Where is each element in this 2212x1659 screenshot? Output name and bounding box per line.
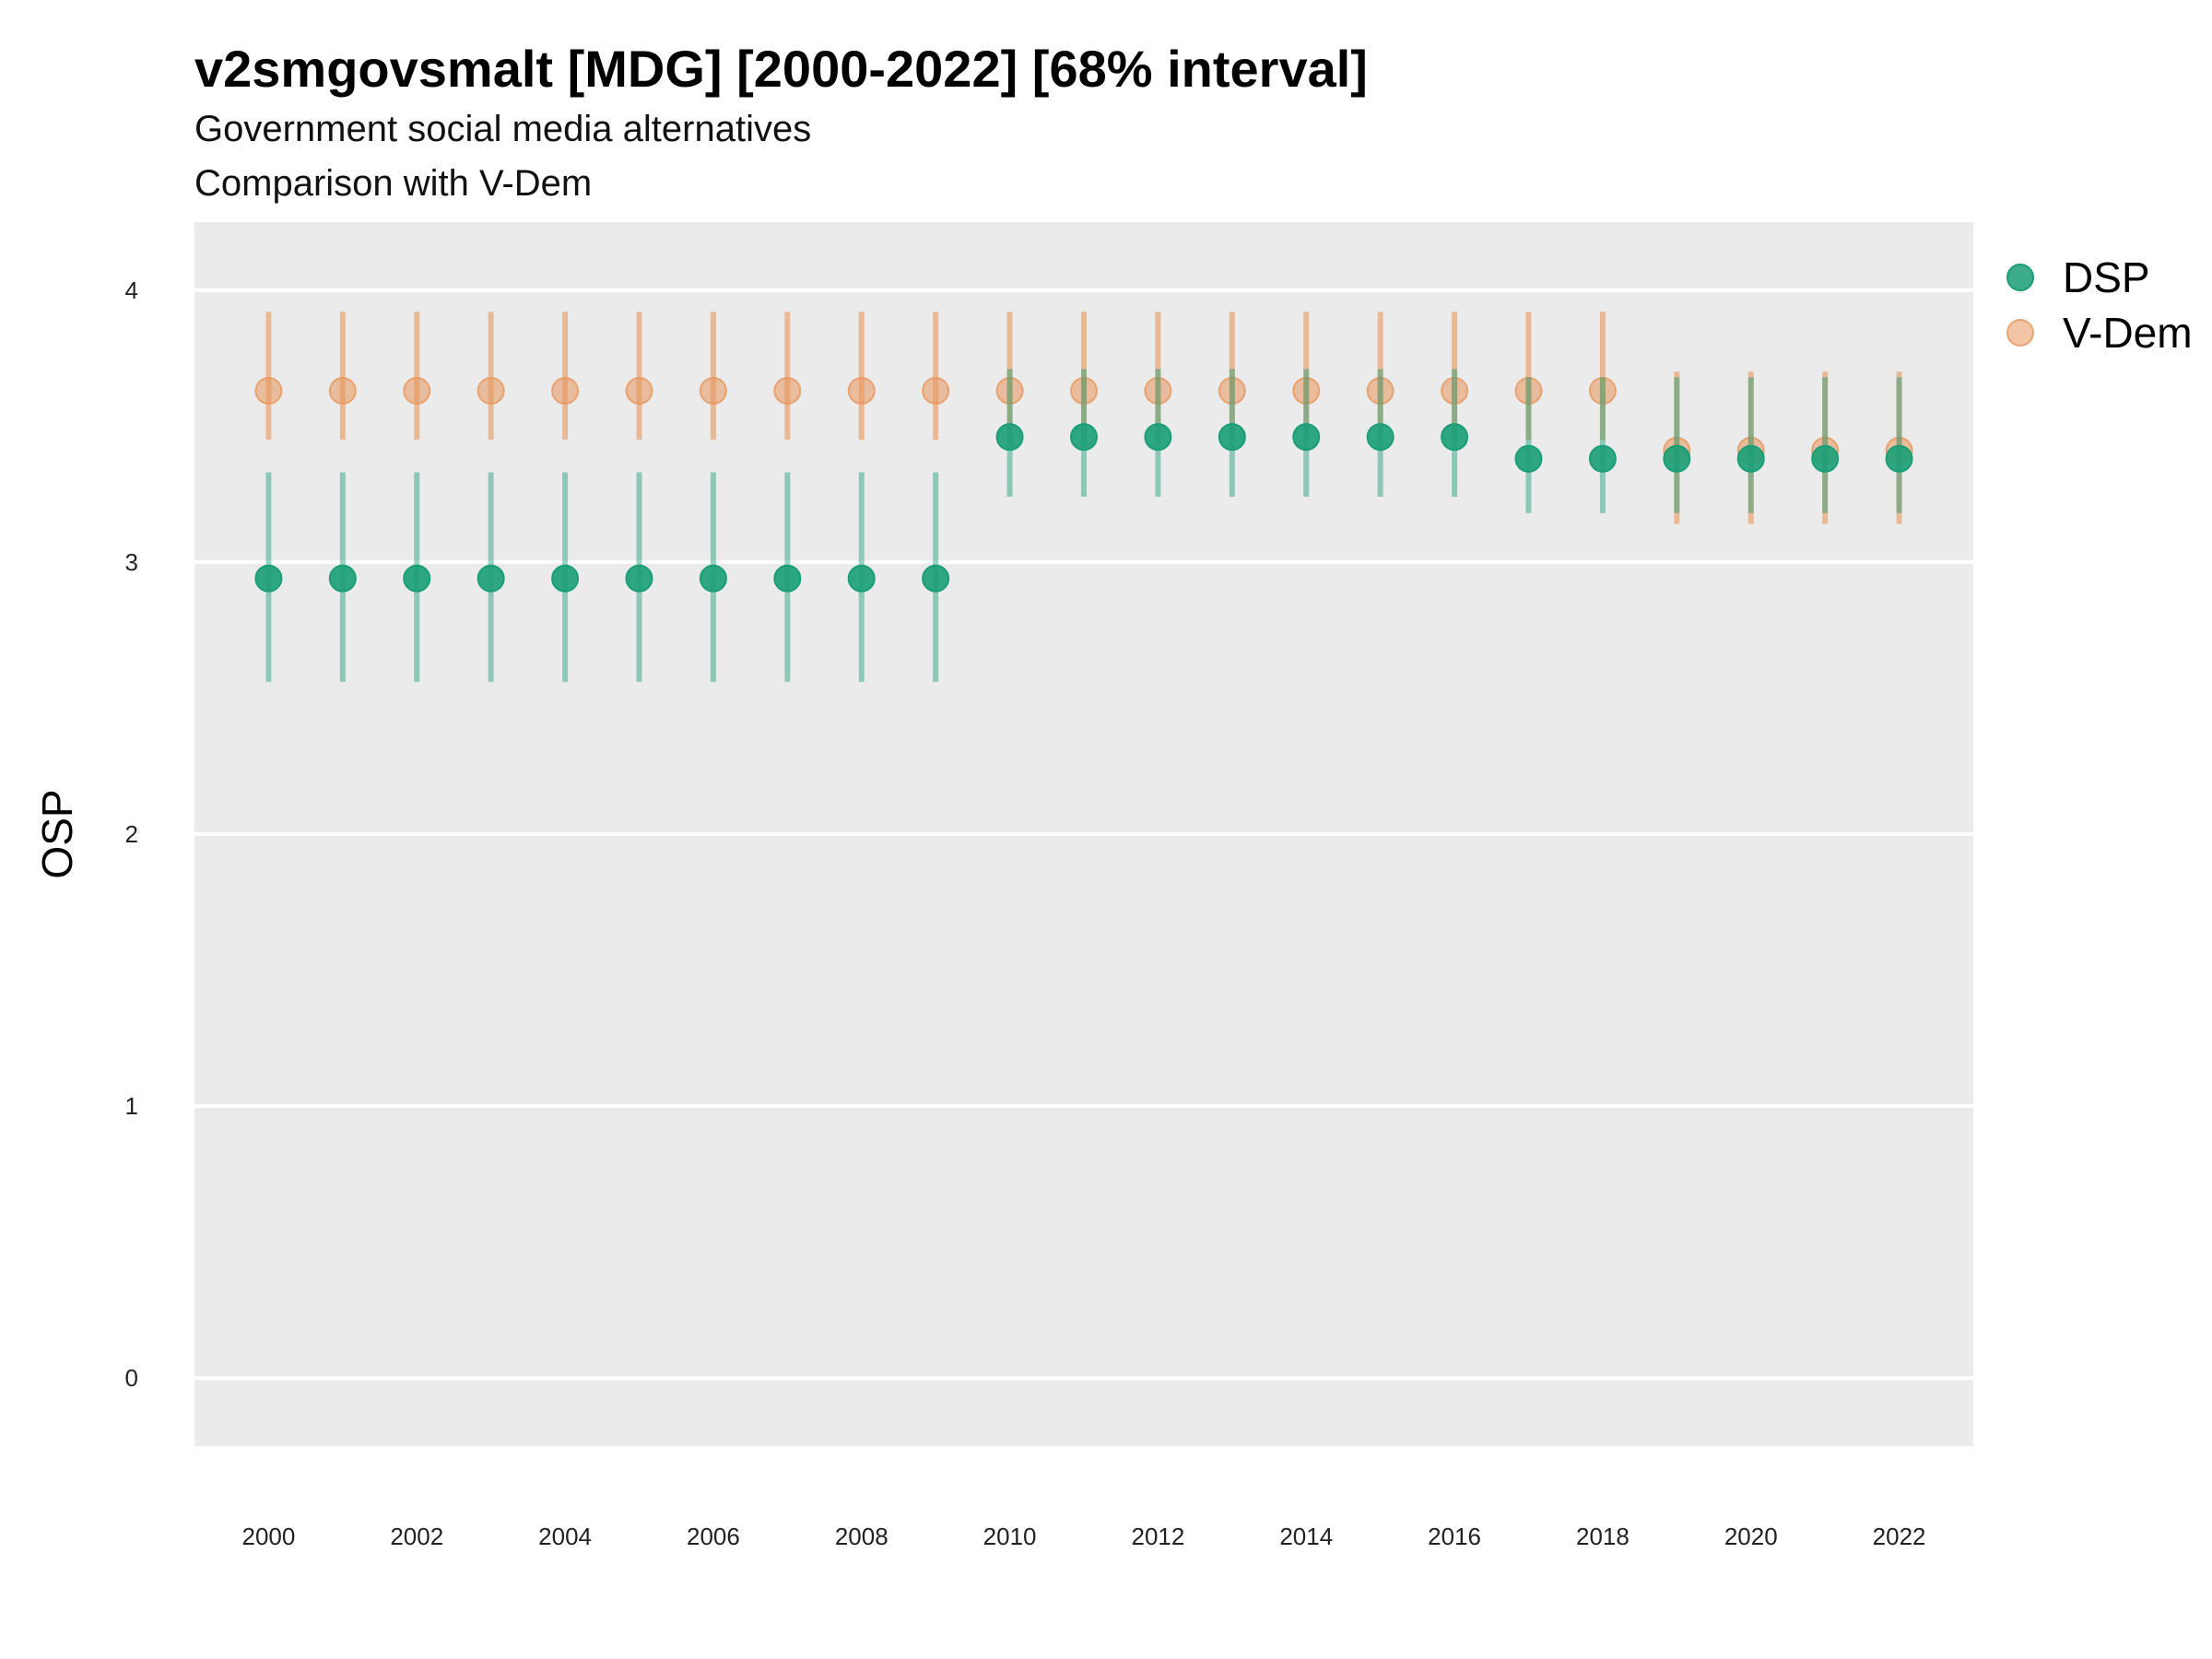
dsp-point-2005 — [625, 564, 653, 593]
y-tick-label: 4 — [125, 276, 138, 304]
v-dem-point-2007 — [773, 376, 802, 405]
dsp-point-2001 — [328, 564, 357, 593]
v-dem-point-2008 — [847, 376, 876, 405]
dsp-point-2004 — [551, 564, 580, 593]
x-tick-label: 2014 — [1279, 1523, 1333, 1550]
legend-dsp-marker — [2006, 264, 2034, 291]
x-tick-label: 2018 — [1576, 1523, 1630, 1550]
dsp-point-2000 — [254, 564, 283, 593]
legend: DSP V-Dem — [2006, 253, 2193, 357]
v-dem-point-2000 — [254, 376, 283, 405]
dsp-point-2009 — [922, 564, 950, 593]
dsp-point-2007 — [773, 564, 802, 593]
v-dem-point-2006 — [699, 376, 727, 405]
x-tick-label: 2008 — [835, 1523, 888, 1550]
x-tick-label: 2004 — [538, 1523, 592, 1550]
dsp-point-2016 — [1441, 423, 1469, 452]
v-dem-point-2011 — [1070, 376, 1098, 405]
dsp-point-2022 — [1885, 444, 1913, 473]
dsp-point-2021 — [1811, 444, 1840, 473]
v-dem-point-2003 — [477, 376, 505, 405]
dsp-point-2013 — [1218, 423, 1246, 452]
v-dem-point-2018 — [1588, 376, 1617, 405]
v-dem-point-2013 — [1218, 376, 1246, 405]
y-tick-label: 3 — [125, 548, 138, 576]
series-dsp — [254, 369, 1913, 682]
v-dem-point-2004 — [551, 376, 580, 405]
dsp-point-2018 — [1588, 444, 1617, 473]
v-dem-point-2001 — [328, 376, 357, 405]
dsp-point-2008 — [847, 564, 876, 593]
v-dem-point-2012 — [1144, 376, 1172, 405]
v-dem-point-2002 — [403, 376, 431, 405]
x-tick-label: 2002 — [390, 1523, 443, 1550]
chart-subtitle: Government social media alternatives — [194, 109, 811, 149]
data-series — [254, 312, 1913, 682]
dsp-point-2011 — [1070, 423, 1098, 452]
v-dem-point-2009 — [922, 376, 950, 405]
v-dem-point-2005 — [625, 376, 653, 405]
x-tick-label: 2020 — [1724, 1523, 1778, 1550]
dsp-point-2002 — [403, 564, 431, 593]
x-tick-label: 2010 — [983, 1523, 1037, 1550]
dsp-point-2006 — [699, 564, 727, 593]
legend-vdem-label: V-Dem — [2063, 309, 2193, 357]
dsp-point-2014 — [1292, 423, 1321, 452]
y-axis-ticks: 0 1 2 3 4 — [125, 276, 138, 1392]
x-tick-label: 2012 — [1131, 1523, 1184, 1550]
y-tick-label: 0 — [125, 1364, 138, 1392]
dsp-point-2020 — [1736, 444, 1765, 473]
y-axis-title: OSP — [33, 789, 81, 878]
y-tick-label: 2 — [125, 820, 138, 848]
v-dem-point-2015 — [1366, 376, 1394, 405]
v-dem-point-2010 — [995, 376, 1024, 405]
dsp-point-2017 — [1514, 444, 1543, 473]
dsp-point-2015 — [1366, 423, 1394, 452]
dsp-point-2019 — [1663, 444, 1691, 473]
x-tick-label: 2000 — [241, 1523, 295, 1550]
dsp-point-2010 — [995, 423, 1024, 452]
dsp-point-2012 — [1144, 423, 1172, 452]
grid-lines — [194, 288, 1973, 1381]
x-tick-label: 2006 — [687, 1523, 740, 1550]
chart-title: v2smgovsmalt [MDG] [2000-2022] [68% inte… — [194, 40, 1368, 98]
x-axis-ticks: 2000 2002 2004 2006 2008 2010 2012 2014 2016 2018… — [241, 1523, 1925, 1550]
x-tick-label: 2022 — [1873, 1523, 1926, 1550]
v-dem-point-2016 — [1441, 376, 1469, 405]
chart-subtitle-2: Comparison with V-Dem — [194, 163, 592, 204]
legend-vdem-marker — [2006, 319, 2034, 347]
legend-dsp-label: DSP — [2063, 253, 2150, 301]
v-dem-point-2017 — [1514, 376, 1543, 405]
dsp-point-2003 — [477, 564, 505, 593]
series-v-dem — [254, 312, 1913, 524]
y-tick-label: 1 — [125, 1092, 138, 1120]
v-dem-point-2014 — [1292, 376, 1321, 405]
x-tick-label: 2016 — [1428, 1523, 1481, 1550]
